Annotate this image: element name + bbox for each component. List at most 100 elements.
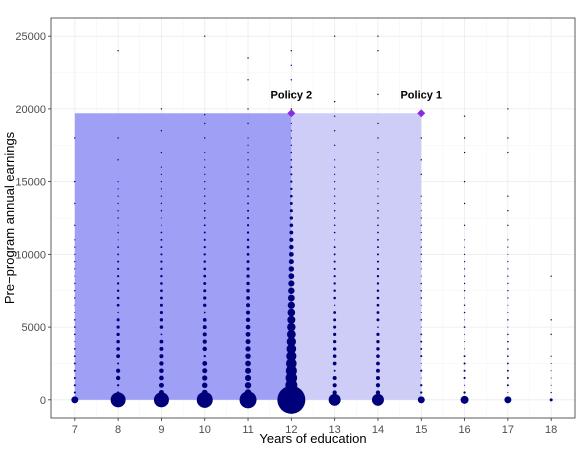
data-point (201, 389, 208, 396)
data-point (463, 224, 466, 226)
data-point (377, 238, 379, 241)
data-point (74, 246, 76, 248)
data-point (333, 267, 336, 270)
data-point (371, 393, 384, 406)
data-point (333, 144, 336, 146)
data-point (375, 375, 380, 381)
data-point (507, 348, 509, 350)
data-point (116, 347, 120, 351)
x-tick-label: 7 (72, 424, 78, 436)
data-point (244, 374, 252, 382)
data-point (74, 268, 76, 270)
data-point (160, 231, 163, 234)
data-point (288, 273, 295, 280)
data-point (463, 311, 466, 314)
data-point (420, 318, 423, 321)
data-point (333, 260, 336, 263)
data-point (74, 319, 76, 321)
data-point (420, 347, 423, 350)
data-point (376, 260, 380, 263)
data-point (420, 217, 422, 219)
data-point (333, 339, 337, 344)
data-point (463, 290, 466, 292)
data-point (290, 166, 293, 168)
data-point (377, 151, 379, 154)
data-point (74, 290, 76, 292)
x-tick-label: 15 (415, 424, 427, 436)
data-point (376, 347, 380, 351)
data-point (507, 268, 509, 270)
data-point (159, 354, 164, 359)
data-point (290, 93, 293, 96)
data-point (464, 297, 466, 299)
data-point (74, 341, 76, 343)
data-point (376, 282, 380, 285)
data-point (247, 173, 249, 176)
data-point (506, 377, 509, 379)
policy-1-label: Policy 2 (271, 89, 313, 101)
data-point (334, 181, 336, 183)
data-point (289, 244, 294, 250)
data-point (507, 326, 509, 328)
y-axis-title: Pre−program annual earnings (2, 131, 17, 304)
data-point (202, 361, 208, 366)
data-point (376, 267, 380, 270)
data-point (334, 173, 336, 175)
data-point (117, 275, 120, 278)
data-point (116, 384, 120, 387)
data-point (420, 137, 422, 139)
data-point (203, 217, 206, 219)
data-point (73, 376, 76, 380)
data-point (420, 246, 422, 248)
data-point (202, 346, 207, 352)
data-point (290, 180, 293, 183)
x-tick-label: 14 (372, 424, 384, 436)
data-point (376, 275, 380, 278)
data-point (247, 188, 249, 190)
data-point (73, 348, 76, 350)
data-point (376, 339, 380, 344)
data-point (247, 180, 249, 183)
data-point (245, 331, 251, 337)
data-point (117, 210, 119, 212)
data-point (116, 296, 120, 300)
data-point (247, 216, 250, 220)
data-point (203, 355, 206, 358)
data-point (289, 223, 294, 228)
data-point (507, 239, 509, 241)
x-axis-title: Years of education (259, 431, 366, 446)
data-point (203, 195, 206, 197)
data-point (159, 325, 164, 329)
data-point (204, 166, 206, 168)
data-point (464, 319, 466, 321)
x-tick-label: 13 (329, 424, 341, 436)
data-point (375, 383, 381, 388)
data-point (203, 238, 206, 241)
data-point (420, 268, 422, 270)
data-point (159, 368, 164, 373)
data-point (376, 354, 380, 358)
data-point (507, 333, 509, 336)
data-point (160, 108, 163, 110)
data-point (160, 282, 163, 285)
data-point (239, 391, 257, 409)
data-point (463, 391, 466, 394)
data-point (333, 253, 336, 256)
data-point (463, 180, 466, 183)
data-point (420, 260, 422, 263)
data-point (377, 188, 379, 190)
data-point (245, 339, 251, 345)
data-point (333, 282, 336, 285)
data-point (290, 50, 293, 52)
data-point (289, 209, 293, 213)
data-point (203, 296, 207, 300)
x-tick-label: 12 (285, 424, 297, 436)
data-point (286, 329, 296, 339)
data-point (550, 362, 552, 364)
data-point (376, 332, 380, 336)
data-point (159, 339, 164, 344)
data-point (202, 332, 207, 337)
data-point (160, 151, 163, 154)
data-point (289, 216, 294, 220)
data-point (333, 188, 336, 190)
